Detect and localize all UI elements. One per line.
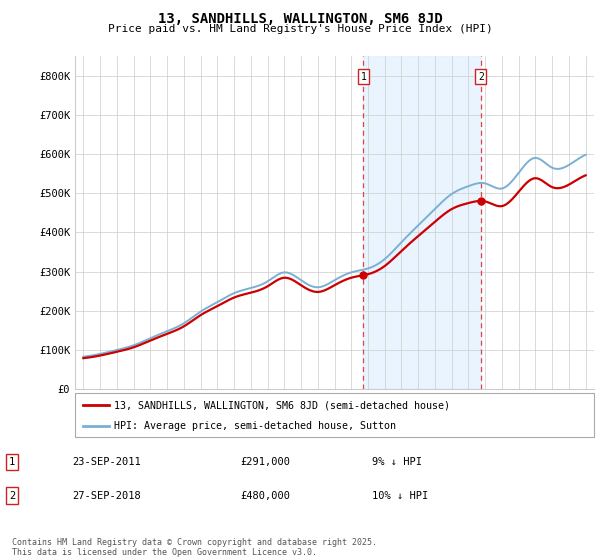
Text: Price paid vs. HM Land Registry's House Price Index (HPI): Price paid vs. HM Land Registry's House … [107,24,493,34]
Text: Contains HM Land Registry data © Crown copyright and database right 2025.
This d: Contains HM Land Registry data © Crown c… [12,538,377,557]
Text: 10% ↓ HPI: 10% ↓ HPI [372,491,428,501]
Text: 1: 1 [361,72,367,82]
Text: 9% ↓ HPI: 9% ↓ HPI [372,457,422,467]
Text: 13, SANDHILLS, WALLINGTON, SM6 8JD (semi-detached house): 13, SANDHILLS, WALLINGTON, SM6 8JD (semi… [114,400,450,410]
Text: £291,000: £291,000 [240,457,290,467]
Text: 2: 2 [478,72,484,82]
Text: 27-SEP-2018: 27-SEP-2018 [72,491,141,501]
Text: 13, SANDHILLS, WALLINGTON, SM6 8JD: 13, SANDHILLS, WALLINGTON, SM6 8JD [158,12,442,26]
Bar [364,56,481,389]
Text: £480,000: £480,000 [240,491,290,501]
Text: HPI: Average price, semi-detached house, Sutton: HPI: Average price, semi-detached house,… [114,421,396,431]
FancyBboxPatch shape [75,393,594,437]
Text: 1: 1 [9,457,15,467]
Text: 2: 2 [9,491,15,501]
Text: 23-SEP-2011: 23-SEP-2011 [72,457,141,467]
